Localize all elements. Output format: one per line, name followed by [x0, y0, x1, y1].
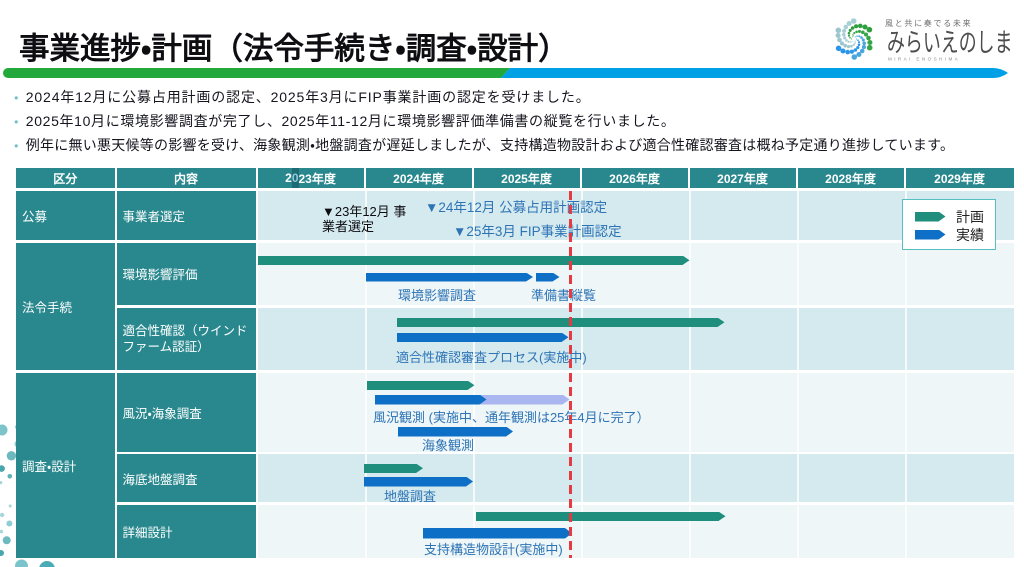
svg-text:風と共に奏でる未来: 風と共に奏でる未来: [885, 18, 972, 28]
svg-text:みらいえのしま: みらいえのしま: [887, 28, 1013, 57]
svg-text:MIRAI ENOSHIMA: MIRAI ENOSHIMA: [888, 57, 960, 62]
